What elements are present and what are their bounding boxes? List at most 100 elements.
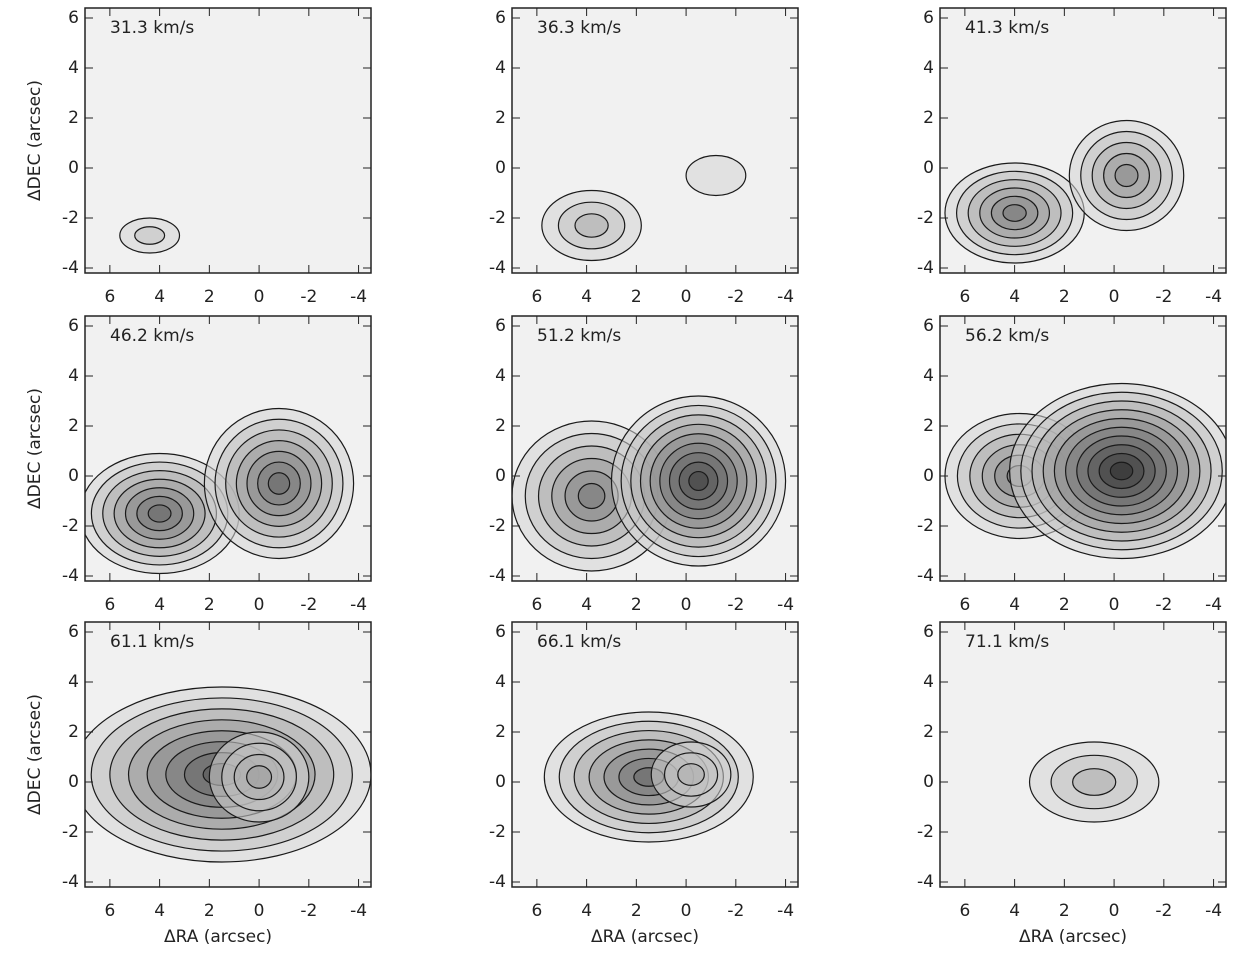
y-tick-label: -2 [917, 208, 934, 228]
x-tick-label: 6 [531, 595, 542, 615]
y-tick-label: 0 [68, 466, 79, 486]
y-tick-label: 4 [68, 58, 79, 78]
y-tick-label: -2 [489, 208, 506, 228]
x-tick-label: -2 [727, 595, 744, 615]
y-tick-label: -2 [62, 516, 79, 536]
y-tick-label: 4 [68, 672, 79, 692]
x-tick-label: 0 [1109, 901, 1120, 921]
contour-level [246, 765, 273, 789]
y-tick-label: 2 [495, 416, 506, 436]
panel-title: 61.1 km/s [110, 632, 194, 652]
panel-frame [939, 621, 1227, 888]
x-tick-label: -2 [300, 287, 317, 307]
x-tick-label: -2 [300, 901, 317, 921]
panel-frame [511, 7, 799, 274]
x-tick-label: 2 [631, 595, 642, 615]
x-tick-label: 4 [581, 901, 592, 921]
y-tick-label: -4 [489, 258, 506, 278]
y-tick-label: 0 [923, 158, 934, 178]
x-tick-label: 4 [581, 287, 592, 307]
y-tick-label: 6 [68, 622, 79, 642]
y-tick-label: -2 [917, 822, 934, 842]
y-axis-label: ΔDEC (arcsec) [25, 388, 45, 509]
contours [543, 711, 754, 843]
contour-level [1002, 204, 1027, 222]
y-tick-label: 4 [495, 366, 506, 386]
y-tick-label: 0 [68, 772, 79, 792]
contour-level [1109, 461, 1134, 481]
y-tick-label: 4 [495, 58, 506, 78]
x-tick-label: 0 [254, 595, 265, 615]
x-tick-label: 6 [104, 595, 115, 615]
y-tick-label: 6 [495, 8, 506, 28]
panel-frame [84, 315, 372, 582]
x-tick-label: -4 [350, 901, 367, 921]
y-tick-label: 0 [68, 158, 79, 178]
y-tick-label: 6 [68, 8, 79, 28]
x-tick-label: 2 [1059, 287, 1070, 307]
panel-frame [939, 315, 1227, 582]
x-tick-label: 6 [104, 901, 115, 921]
panel-title: 31.3 km/s [110, 18, 194, 38]
y-axis-label: ΔDEC (arcsec) [25, 694, 45, 815]
panel-title: 51.2 km/s [537, 326, 621, 346]
x-tick-label: -4 [1205, 287, 1222, 307]
y-tick-label: -4 [917, 872, 934, 892]
x-tick-label: 4 [1009, 287, 1020, 307]
y-tick-label: -4 [917, 566, 934, 586]
y-tick-label: 6 [495, 316, 506, 336]
y-tick-label: 0 [923, 772, 934, 792]
y-tick-label: 4 [923, 672, 934, 692]
x-tick-label: 6 [531, 901, 542, 921]
x-tick-label: 6 [959, 901, 970, 921]
x-tick-label: -4 [1205, 595, 1222, 615]
x-tick-label: 4 [154, 901, 165, 921]
x-tick-label: -4 [350, 595, 367, 615]
y-tick-label: 6 [495, 622, 506, 642]
x-tick-label: 4 [1009, 595, 1020, 615]
y-tick-label: 0 [495, 466, 506, 486]
contours [944, 119, 1185, 264]
contour-level [677, 763, 705, 786]
panel-frame [939, 7, 1227, 274]
panel-title: 71.1 km/s [965, 632, 1049, 652]
y-tick-label: 4 [923, 366, 934, 386]
x-tick-label: 2 [204, 287, 215, 307]
x-axis-label: ΔRA (arcsec) [1019, 927, 1127, 947]
y-tick-label: 2 [68, 416, 79, 436]
contours [541, 154, 747, 262]
panel-frame [511, 621, 799, 888]
y-tick-label: 6 [68, 316, 79, 336]
y-axis-label: ΔDEC (arcsec) [25, 80, 45, 201]
contour-level [685, 154, 747, 197]
x-tick-label: -4 [777, 287, 794, 307]
panel-frame [511, 315, 799, 582]
x-tick-label: -2 [300, 595, 317, 615]
contour-level [577, 482, 606, 510]
x-tick-label: -2 [1155, 595, 1172, 615]
x-tick-label: 4 [154, 287, 165, 307]
y-tick-label: 2 [495, 722, 506, 742]
x-tick-label: 0 [681, 287, 692, 307]
contours [85, 686, 371, 863]
x-tick-label: 2 [1059, 901, 1070, 921]
x-tick-label: 6 [959, 595, 970, 615]
x-tick-label: 0 [254, 287, 265, 307]
x-tick-label: -4 [350, 287, 367, 307]
x-axis-label: ΔRA (arcsec) [591, 927, 699, 947]
y-tick-label: 4 [923, 58, 934, 78]
contours [944, 382, 1226, 560]
x-tick-label: 2 [204, 901, 215, 921]
y-tick-label: 2 [923, 722, 934, 742]
y-tick-label: 0 [495, 772, 506, 792]
panel-title: 66.1 km/s [537, 632, 621, 652]
y-tick-label: -2 [489, 516, 506, 536]
panel-title: 41.3 km/s [965, 18, 1049, 38]
y-tick-label: 2 [68, 108, 79, 128]
y-tick-label: 6 [923, 316, 934, 336]
panel-frame [84, 621, 372, 888]
y-tick-label: 2 [923, 416, 934, 436]
panel-title: 56.2 km/s [965, 326, 1049, 346]
